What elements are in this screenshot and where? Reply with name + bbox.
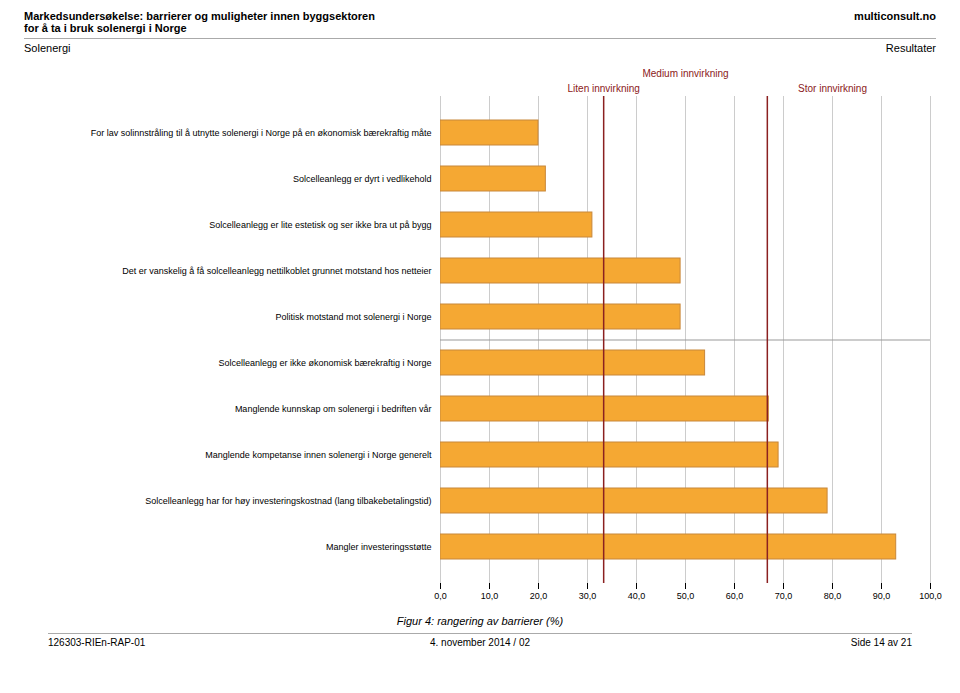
svg-text:Solcelleanlegg er lite estetis: Solcelleanlegg er lite estetisk og ser i… — [209, 220, 431, 230]
svg-text:100,0: 100,0 — [919, 591, 942, 601]
html-text:4. november 2014 / 02: 4. november 2014 / 02 — [430, 637, 530, 648]
svg-text:Stor innvirkning: Stor innvirkning — [798, 83, 867, 94]
svg-text:90,0: 90,0 — [873, 591, 891, 601]
svg-text:Solcelleanlegg er dyrt i vedli: Solcelleanlegg er dyrt i vedlikehold — [293, 174, 432, 184]
svg-text:Solcelleanlegg har for høy inv: Solcelleanlegg har for høy investeringsk… — [145, 496, 431, 506]
svg-text:80,0: 80,0 — [824, 591, 842, 601]
svg-text:0,0: 0,0 — [434, 591, 447, 601]
html-text:Solenergi: Solenergi — [24, 42, 71, 54]
svg-text:10,0: 10,0 — [481, 591, 499, 601]
html-text:Markedsundersøkelse: barrierer: Markedsundersøkelse: barrierer og muligh… — [24, 10, 375, 22]
svg-text:60,0: 60,0 — [726, 591, 744, 601]
html-text:126303-RIEn-RAP-01: 126303-RIEn-RAP-01 — [48, 637, 146, 648]
svg-text:Politisk motstand mot solenerg: Politisk motstand mot solenergi i Norge — [275, 312, 431, 322]
svg-text:50,0: 50,0 — [677, 591, 695, 601]
svg-text:Manglende kunnskap om solenerg: Manglende kunnskap om solenergi i bedrif… — [235, 404, 432, 414]
svg-text:For lav solinnstråling til å u: For lav solinnstråling til å utnytte sol… — [91, 128, 432, 138]
html-text:for å ta i bruk solenergi i No: for å ta i bruk solenergi i Norge — [24, 22, 187, 34]
html-text:Resultater: Resultater — [885, 42, 936, 54]
svg-text:Medium innvirkning: Medium innvirkning — [642, 68, 728, 79]
svg-text:Det er vanskelig å få solcelle: Det er vanskelig å få solcelleanlegg net… — [122, 266, 431, 276]
html-text:multiconsult.no: multiconsult.no — [854, 10, 936, 22]
svg-text:Mangler investeringsstøtte: Mangler investeringsstøtte — [326, 542, 432, 552]
html-text:Side 14 av 21: Side 14 av 21 — [850, 637, 912, 648]
svg-text:20,0: 20,0 — [530, 591, 548, 601]
svg-text:Liten innvirkning: Liten innvirkning — [568, 83, 640, 94]
svg-text:30,0: 30,0 — [579, 591, 597, 601]
html-text:Figur 4: rangering av barriere: Figur 4: rangering av barrierer (%) — [396, 615, 564, 627]
svg-text:40,0: 40,0 — [628, 591, 646, 601]
svg-text:Manglende kompetanse innen sol: Manglende kompetanse innen solenergi i N… — [205, 450, 432, 460]
svg-text:Solcelleanlegg er ikke økonomi: Solcelleanlegg er ikke økonomisk bærekra… — [218, 358, 431, 368]
svg-text:70,0: 70,0 — [775, 591, 793, 601]
